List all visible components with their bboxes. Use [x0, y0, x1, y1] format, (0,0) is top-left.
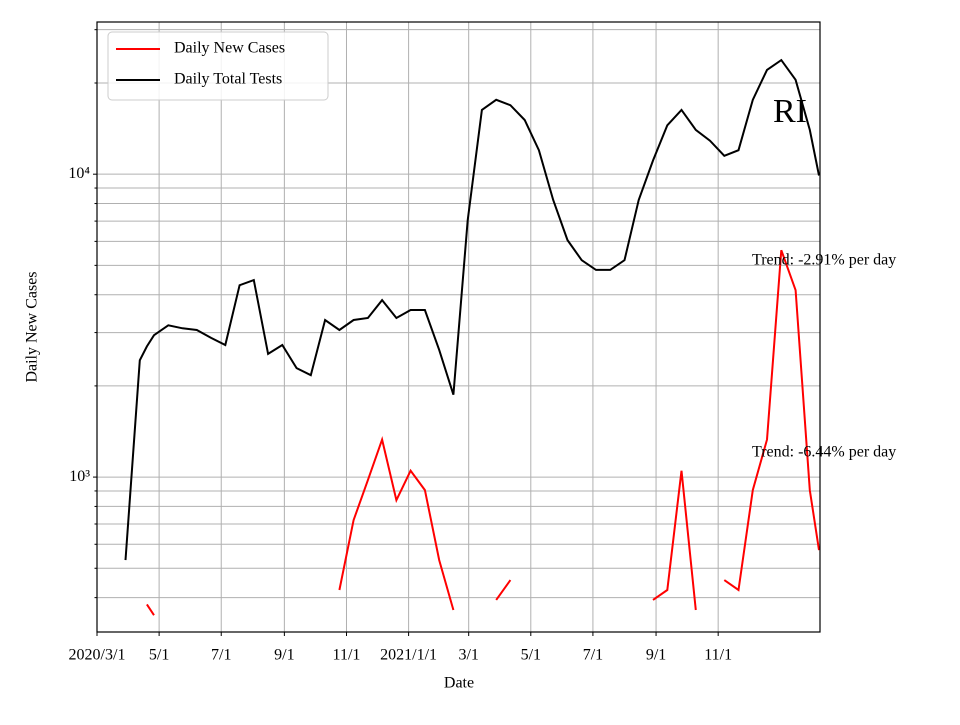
legend-label: Daily Total Tests	[174, 71, 282, 88]
x-tick-label: 7/1	[583, 647, 603, 664]
plot-frame	[96, 21, 821, 633]
x-tick-label: 7/1	[211, 647, 231, 664]
data-line	[124, 58, 820, 561]
x-tick-label: 2021/1/1	[380, 647, 437, 664]
x-tick-label: 2020/3/1	[69, 647, 126, 664]
chart-title: RI	[773, 93, 807, 130]
y-tick-label: 10⁴	[68, 165, 90, 182]
x-tick-label: 3/1	[458, 647, 478, 664]
x-tick-label: 11/1	[704, 647, 732, 664]
data-line	[146, 249, 820, 616]
legend: Daily New Cases Daily Total Tests	[107, 31, 329, 101]
x-axis-label: Date	[444, 675, 474, 692]
x-tick-label: 5/1	[521, 647, 541, 664]
annotation: Trend: -6.44% per day	[752, 444, 896, 461]
annotation: Trend: -2.91% per day	[752, 252, 896, 269]
legend-label: Daily New Cases	[174, 40, 285, 57]
x-tick-label: 9/1	[274, 647, 294, 664]
y-axis-label: Daily New Cases	[24, 271, 41, 382]
x-tick-label: 11/1	[333, 647, 361, 664]
x-tick-label: 9/1	[646, 647, 666, 664]
legend-box	[107, 31, 329, 101]
y-tick-label: 10³	[69, 468, 90, 485]
x-tick-label: 5/1	[149, 647, 169, 664]
